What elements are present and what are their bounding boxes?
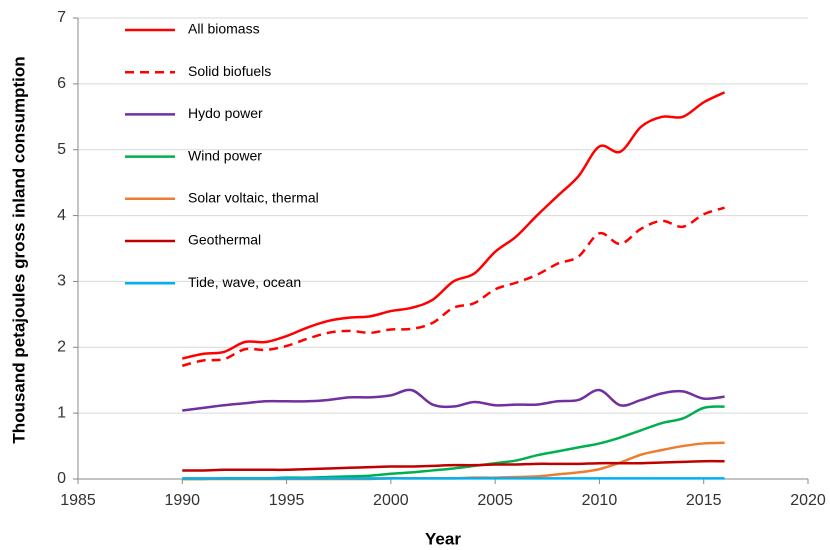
x-tick-label: 2005 — [477, 492, 513, 509]
x-tick-label: 1995 — [269, 492, 305, 509]
legend-label: Solar voltaic, thermal — [188, 190, 319, 206]
x-tick-label: 1990 — [164, 492, 200, 509]
series-line — [182, 459, 725, 472]
y-tick-label: 7 — [57, 9, 66, 26]
series-line — [182, 405, 725, 481]
y-tick-label: 6 — [57, 75, 66, 92]
x-tick-label: 2010 — [582, 492, 618, 509]
y-tick-label: 4 — [57, 207, 66, 224]
series-line — [182, 388, 725, 412]
series-line — [182, 91, 726, 360]
y-tick-label: 2 — [57, 339, 66, 356]
legend-label: Hydo power — [188, 105, 263, 121]
x-tick-label: 2020 — [790, 492, 826, 509]
x-axis-label: Year — [425, 529, 461, 548]
y-tick-label: 3 — [57, 273, 66, 290]
y-tick-label: 1 — [57, 404, 66, 421]
legend-label: Solid biofuels — [188, 63, 271, 79]
x-tick-label: 2000 — [373, 492, 409, 509]
series-line — [182, 441, 725, 481]
y-axis-label: Thousand petajoules gross inland consump… — [9, 56, 28, 443]
legend-label: Tide, wave, ocean — [188, 274, 301, 290]
y-tick-label: 5 — [57, 141, 66, 158]
x-tick-label: 1985 — [60, 492, 96, 509]
legend-label: Geothermal — [188, 232, 261, 248]
legend-label: Wind power — [188, 147, 262, 163]
series-line — [181, 206, 725, 367]
x-tick-label: 2015 — [686, 492, 722, 509]
y-tick-label: 0 — [57, 470, 66, 487]
legend-label: All biomass — [188, 21, 260, 37]
